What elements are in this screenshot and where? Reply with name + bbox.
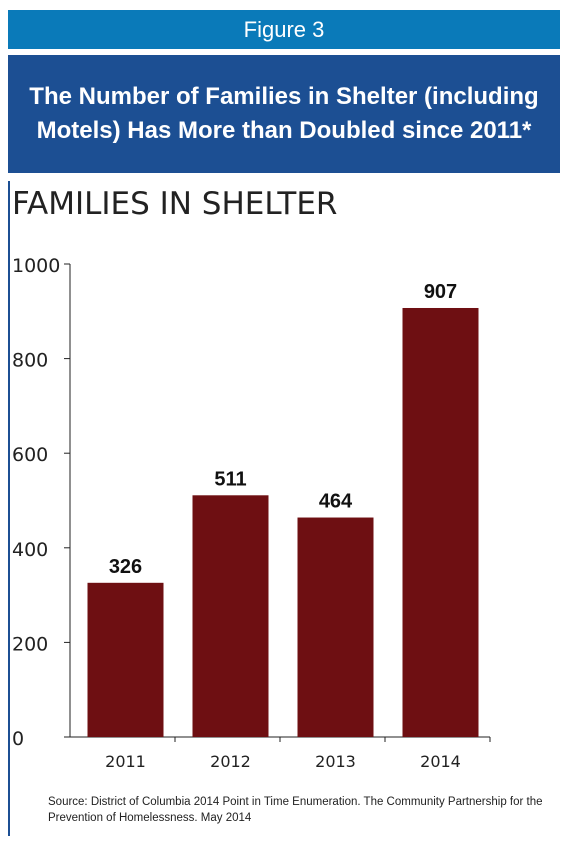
chart-title: FAMILIES IN SHELTER [12, 186, 338, 222]
y-tick-label: 1000 [12, 255, 60, 277]
x-tick-label: 2011 [105, 752, 146, 771]
bar [87, 582, 164, 737]
y-tick-label: 0 [12, 728, 24, 750]
source-note: Source: District of Columbia 2014 Point … [48, 796, 543, 824]
data-label: 907 [424, 281, 457, 303]
x-tick-label: 2014 [420, 752, 461, 771]
figure-title: The Number of Families in Shelter (inclu… [8, 55, 560, 173]
bar-chart: 0 200 400 600 800 1000 326 2011 511 2012 464 2013 9… [12, 255, 491, 771]
chart-bars [87, 307, 479, 737]
figure-label: Figure 3 [8, 10, 560, 49]
bar [402, 307, 479, 737]
data-label: 511 [214, 468, 246, 490]
data-label: 464 [319, 491, 353, 513]
x-tick-label: 2013 [315, 752, 356, 771]
y-tick-label: 200 [12, 633, 48, 655]
bar [192, 495, 269, 737]
y-tick-label: 600 [12, 444, 48, 466]
bar [297, 517, 374, 737]
chart-labels: 326 2011 511 2012 464 2013 907 2014 [105, 281, 461, 771]
y-tick-label: 400 [12, 539, 48, 561]
y-tick-label: 800 [12, 350, 48, 372]
left-border-rule [8, 181, 10, 836]
data-label: 326 [109, 556, 142, 578]
chart-axes: 0 200 400 600 800 1000 [12, 255, 491, 750]
x-tick-label: 2012 [210, 752, 251, 771]
